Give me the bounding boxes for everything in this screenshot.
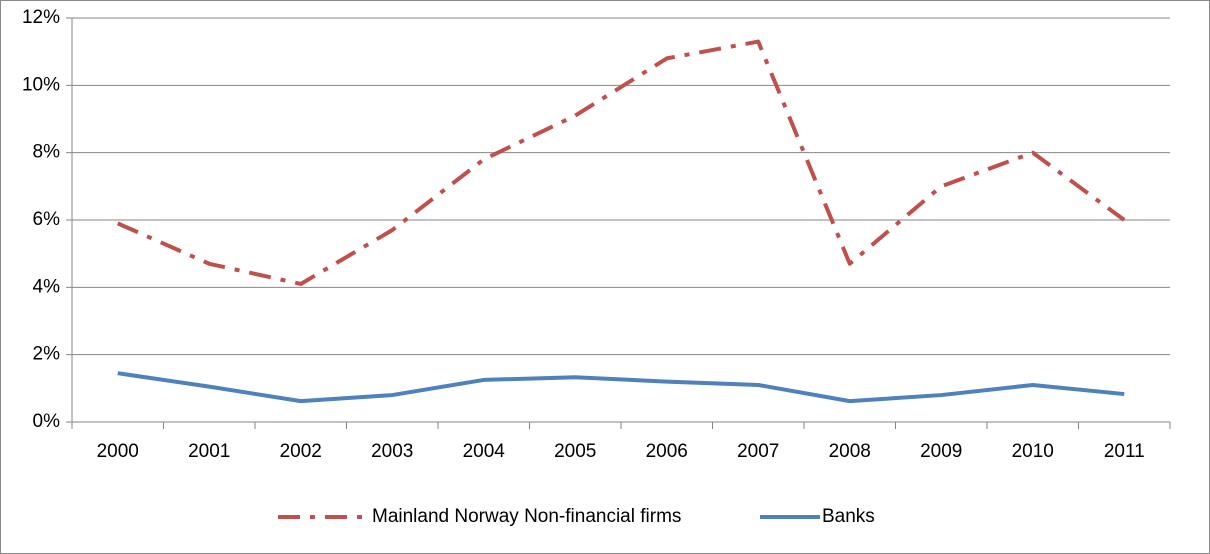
series-line: [117, 371, 1125, 404]
x-tick-label: 2006: [646, 441, 688, 462]
y-tick-label: 4%: [33, 276, 61, 297]
legend-label: Banks: [822, 506, 875, 527]
x-tick-label: 2004: [463, 441, 506, 462]
x-tick-label: 2001: [188, 441, 230, 462]
x-tick-label: 2008: [829, 441, 871, 462]
y-tick-label: 2%: [33, 344, 61, 365]
x-tick-label: 2003: [371, 441, 413, 462]
series-line: [116, 39, 1126, 286]
legend-label: Mainland Norway Non-financial firms: [372, 506, 681, 527]
x-tick-label: 2005: [554, 441, 596, 462]
x-tick-label: 2009: [920, 441, 962, 462]
y-tick-label: 8%: [33, 142, 61, 163]
y-tick-label: 10%: [22, 74, 60, 95]
y-tick-label: 12%: [22, 7, 60, 28]
x-tick-label: 2010: [1012, 441, 1054, 462]
x-tick-label: 2000: [97, 441, 139, 462]
x-tick-label: 2007: [737, 441, 779, 462]
y-tick-label: 0%: [33, 411, 61, 432]
y-tick-label: 6%: [33, 209, 61, 230]
x-tick-label: 2011: [1104, 441, 1145, 462]
x-tick-label: 2002: [280, 441, 322, 462]
